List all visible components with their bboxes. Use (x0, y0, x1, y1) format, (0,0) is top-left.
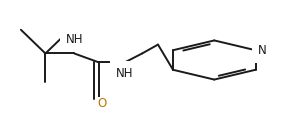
Text: O: O (97, 97, 106, 110)
Text: NH: NH (66, 33, 83, 46)
Text: N: N (258, 44, 267, 57)
Text: NH: NH (116, 67, 134, 80)
